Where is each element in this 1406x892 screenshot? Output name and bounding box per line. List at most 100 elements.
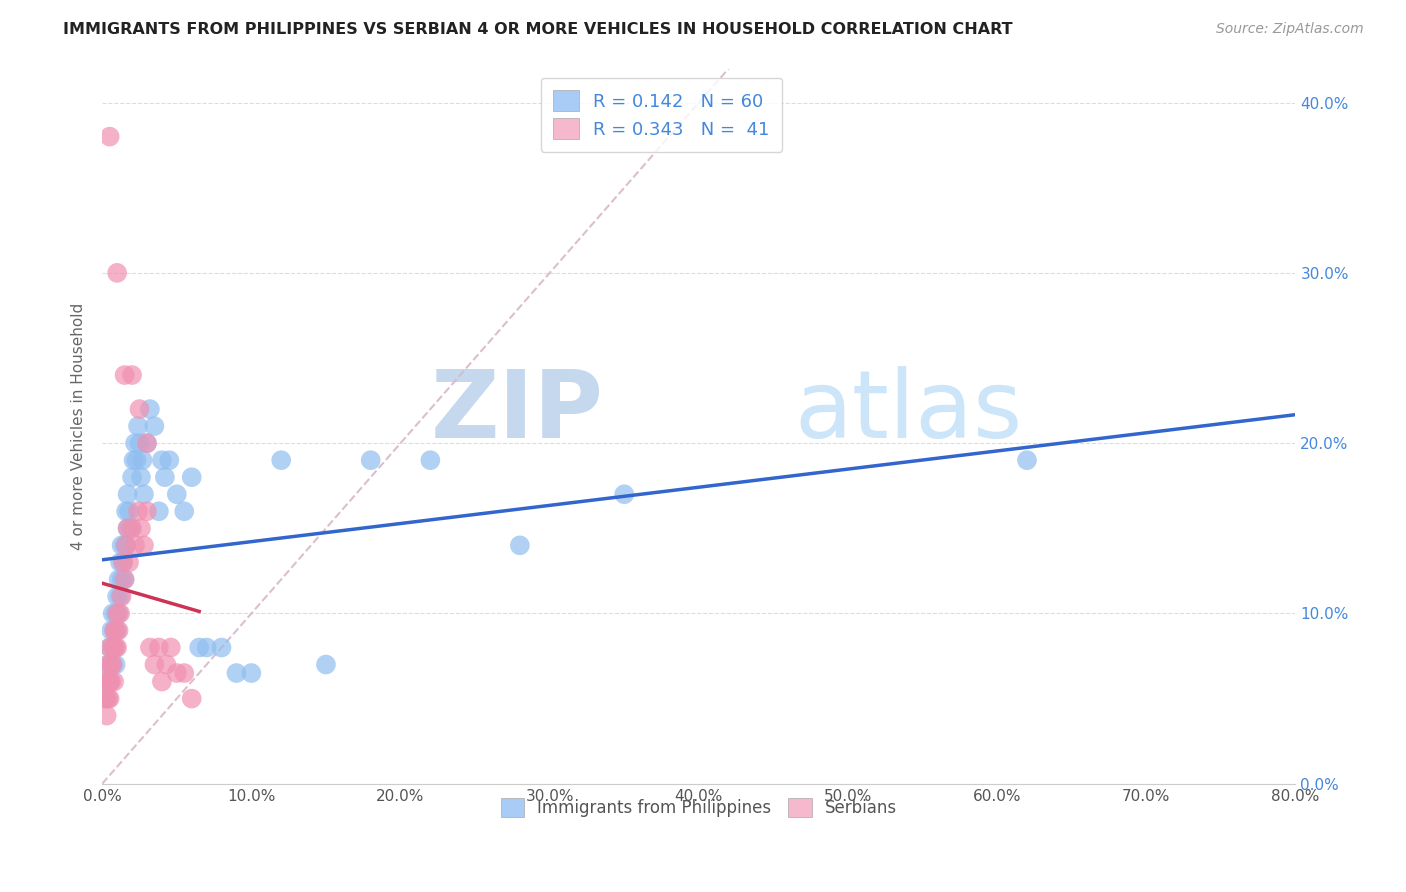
Point: [419, 453, 441, 467]
Point: [100, 624, 122, 638]
Point: [159, 640, 181, 655]
Point: [315, 657, 337, 672]
Point: [132, 487, 155, 501]
Text: ZIP: ZIP: [430, 366, 603, 458]
Point: [117, 487, 139, 501]
Legend: Immigrants from Philippines, Serbians: Immigrants from Philippines, Serbians: [492, 789, 905, 825]
Text: Source: ZipAtlas.com: Source: ZipAtlas.com: [1216, 22, 1364, 37]
Point: [1015, 453, 1038, 467]
Point: [105, 607, 128, 621]
Point: [148, 504, 170, 518]
Point: [104, 624, 127, 638]
Y-axis label: 4 or more Vehicles in Household: 4 or more Vehicles in Household: [72, 302, 86, 549]
Point: [124, 436, 146, 450]
Point: [136, 436, 159, 450]
Point: [118, 504, 141, 518]
Point: [129, 521, 152, 535]
Point: [173, 504, 195, 518]
Point: [127, 504, 149, 518]
Point: [121, 470, 143, 484]
Point: [96, 691, 118, 706]
Point: [107, 573, 129, 587]
Point: [195, 640, 218, 655]
Point: [240, 666, 263, 681]
Point: [101, 657, 124, 672]
Point: [122, 453, 145, 467]
Point: [173, 666, 195, 681]
Text: atlas: atlas: [794, 366, 1022, 458]
Point: [143, 657, 166, 672]
Point: [114, 538, 136, 552]
Point: [103, 624, 125, 638]
Point: [101, 640, 124, 655]
Point: [112, 555, 135, 569]
Point: [509, 538, 531, 552]
Point: [112, 555, 135, 569]
Point: [121, 368, 143, 382]
Point: [155, 657, 177, 672]
Point: [360, 453, 382, 467]
Point: [166, 666, 188, 681]
Point: [131, 453, 153, 467]
Point: [105, 590, 128, 604]
Point: [125, 453, 148, 467]
Point: [98, 640, 121, 655]
Point: [139, 640, 162, 655]
Point: [150, 453, 173, 467]
Point: [180, 470, 202, 484]
Point: [105, 640, 128, 655]
Point: [132, 538, 155, 552]
Point: [97, 691, 120, 706]
Point: [225, 666, 247, 681]
Point: [103, 640, 125, 655]
Point: [100, 674, 122, 689]
Point: [128, 436, 150, 450]
Point: [270, 453, 292, 467]
Point: [98, 640, 121, 655]
Point: [98, 129, 121, 144]
Point: [128, 402, 150, 417]
Point: [98, 674, 121, 689]
Point: [180, 691, 202, 706]
Point: [127, 419, 149, 434]
Point: [98, 691, 121, 706]
Point: [97, 657, 120, 672]
Point: [129, 470, 152, 484]
Point: [121, 521, 143, 535]
Point: [114, 368, 136, 382]
Point: [98, 674, 121, 689]
Point: [105, 266, 128, 280]
Point: [101, 657, 124, 672]
Point: [115, 504, 138, 518]
Point: [139, 402, 162, 417]
Point: [96, 708, 118, 723]
Point: [115, 538, 138, 552]
Point: [107, 624, 129, 638]
Point: [103, 624, 125, 638]
Point: [103, 674, 125, 689]
Point: [143, 419, 166, 434]
Point: [150, 674, 173, 689]
Point: [104, 607, 127, 621]
Point: [107, 607, 129, 621]
Point: [96, 674, 118, 689]
Point: [110, 590, 132, 604]
Point: [120, 521, 142, 535]
Point: [148, 640, 170, 655]
Point: [108, 607, 131, 621]
Point: [110, 573, 132, 587]
Point: [153, 470, 176, 484]
Text: IMMIGRANTS FROM PHILIPPINES VS SERBIAN 4 OR MORE VEHICLES IN HOUSEHOLD CORRELATI: IMMIGRANTS FROM PHILIPPINES VS SERBIAN 4…: [63, 22, 1012, 37]
Point: [117, 521, 139, 535]
Point: [136, 436, 159, 450]
Point: [136, 504, 159, 518]
Point: [118, 555, 141, 569]
Point: [188, 640, 211, 655]
Point: [108, 555, 131, 569]
Point: [110, 538, 132, 552]
Point: [124, 538, 146, 552]
Point: [104, 657, 127, 672]
Point: [211, 640, 233, 655]
Point: [100, 657, 122, 672]
Point: [94, 691, 117, 706]
